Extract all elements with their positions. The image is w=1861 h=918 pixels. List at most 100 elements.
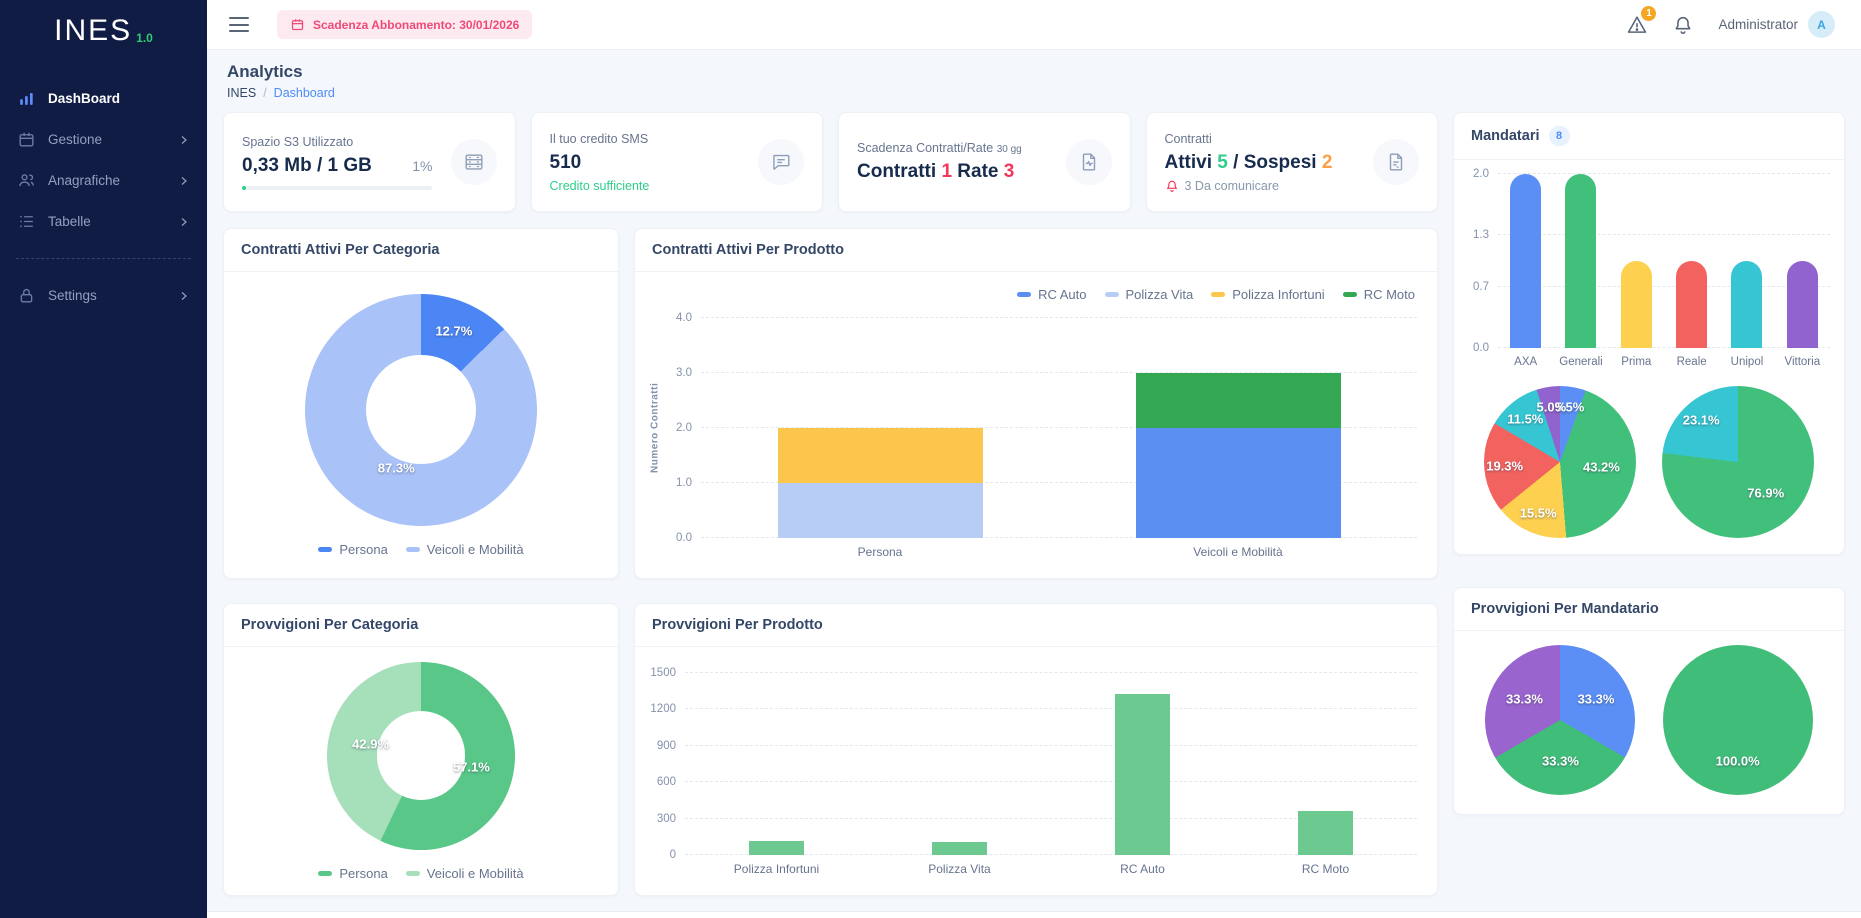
bar-segment <box>1135 428 1341 538</box>
legend-swatch <box>1342 292 1357 297</box>
hamburger-menu-icon[interactable] <box>229 17 249 32</box>
x-axis-label: Persona <box>857 545 903 559</box>
gridline <box>685 854 1417 855</box>
calendar-icon <box>17 130 36 149</box>
provvigioni-prodotto-bar-chart: 0 300 600 900 1200 1500 Polizza Infortuni Poliz… <box>647 667 1417 883</box>
legend-label: Veicoli e Mobilità <box>426 865 524 881</box>
stat-card-sms: Il tuo credito SMS 510 Credito sufficien… <box>530 112 823 212</box>
sidebar-item-tabelle[interactable]: Tabelle <box>0 201 207 242</box>
stat-cards-row: Spazio S3 Utilizzato 0,33 Mb / 1 GB 1% <box>223 112 1438 212</box>
pie-slice-label: 57.1% <box>452 759 490 775</box>
sidebar-item-anagrafiche[interactable]: Anagrafiche <box>0 160 207 201</box>
file-pulse-icon <box>1065 139 1112 185</box>
bar <box>1731 261 1763 348</box>
gridline <box>685 817 1417 819</box>
legend-item[interactable]: Persona <box>318 866 388 881</box>
y-tick-label: 1.3 <box>1473 228 1489 241</box>
stat-value: Attivi 5 / Sospesi 2 <box>1164 151 1333 173</box>
plot-area <box>701 317 1417 538</box>
gridline <box>701 537 1417 538</box>
sidebar-item-dashboard[interactable]: DashBoard <box>0 78 207 119</box>
panel-contratti-attivi-per-categoria: Contratti Attivi Per Categoria 12.7% 87.3… <box>223 228 619 579</box>
gridline <box>1498 173 1830 174</box>
y-tick-label: 2.0 <box>1473 168 1489 180</box>
provvigioni-prodotto-chart-area: 0 300 600 900 1200 1500 Polizza Infortuni Poliz… <box>635 647 1437 895</box>
breadcrumb: INES / Dashboard <box>227 86 1845 100</box>
chart-legend: Persona Veicoli e Mobilità <box>318 542 524 557</box>
pie-slice-label: 5.5% <box>1554 399 1585 415</box>
legend-item[interactable]: Polizza Vita <box>1104 287 1194 302</box>
alerts-button[interactable]: 1 <box>1626 5 1657 36</box>
bar-segment <box>777 428 983 483</box>
y-tick-label: 4.0 <box>676 312 692 324</box>
y-tick-label: 2.0 <box>676 422 692 434</box>
legend-swatch <box>1017 292 1032 297</box>
provvigioni-mandatario-pie-chart-1: 33.3% 33.3% 33.3% <box>1485 644 1636 795</box>
people-icon <box>17 171 36 190</box>
server-icon <box>450 139 497 185</box>
legend-swatch <box>318 870 333 876</box>
contratti-sospesi-count: 2 <box>1321 151 1333 173</box>
pie-slice-label: 42.9% <box>352 736 390 752</box>
sidebar-item-label: Gestione <box>48 132 103 147</box>
pie-slice-label: 33.3% <box>1542 753 1579 769</box>
topbar-actions: 1 Administrator A <box>1626 5 1835 38</box>
page-head: Analytics INES / Dashboard <box>227 62 1845 100</box>
sidebar-item-gestione[interactable]: Gestione <box>0 119 207 160</box>
calendar-icon <box>290 17 305 32</box>
legend-item[interactable]: Veicoli e Mobilità <box>405 865 524 881</box>
mandatari-chart-area: 0.0 0.7 1.3 2.0 AXA Generali Prima Reale Unipol V… <box>1454 160 1844 554</box>
pie-slice-label: 87.3% <box>377 460 415 476</box>
mandatari-bar-chart: 0.0 0.7 1.3 2.0 AXA Generali Prima Reale Unipol V… <box>1454 160 1844 376</box>
stacked-bar <box>1135 318 1341 538</box>
topbar: Scadenza Abbonamento: 30/01/2026 1 Admin… <box>207 0 1861 50</box>
donut-hole <box>376 711 466 800</box>
page-title: Analytics <box>227 62 303 81</box>
legend-item[interactable]: Veicoli e Mobilità <box>405 542 524 557</box>
legend-label: Polizza Vita <box>1125 287 1194 302</box>
gridline <box>1498 347 1830 348</box>
bar <box>1676 261 1708 348</box>
alert-count-badge: 1 <box>1641 5 1657 21</box>
legend-item[interactable]: Polizza Infortuni <box>1211 287 1325 302</box>
bar <box>1298 810 1353 855</box>
panel-provvigioni-per-categoria: Provvigioni Per Categoria 57.1% 42.9% Per… <box>223 603 619 896</box>
bar <box>1510 174 1542 348</box>
lock-icon <box>17 286 36 305</box>
panel-title: Contratti Attivi Per Prodotto <box>635 229 1437 272</box>
y-tick-label: 900 <box>656 739 676 752</box>
legend-swatch <box>1211 292 1226 297</box>
panel-contratti-attivi-per-prodotto: Contratti Attivi Per Prodotto RC Auto Pol… <box>634 228 1438 579</box>
user-menu[interactable]: Administrator A <box>1718 11 1835 38</box>
contratti-prodotto-chart-area: RC Auto Polizza Vita Polizza Infortuni RC M… <box>635 272 1437 578</box>
donut-hole <box>366 354 476 465</box>
stat-card-contratti-main: Contratti Attivi 5 / Sospesi 2 <box>1165 132 1366 193</box>
app-logo: INES 1.0 <box>0 0 207 62</box>
x-axis-label: RC Auto <box>1120 862 1165 876</box>
mandatari-provvigioni-pie-chart: 76.9% 23.1% <box>1662 386 1814 538</box>
sidebar-item-settings[interactable]: Settings <box>0 275 207 316</box>
bell-icon[interactable] <box>1672 14 1694 36</box>
breadcrumb-root[interactable]: INES <box>227 86 257 100</box>
pie-slice-label: 5.0% <box>1536 399 1567 415</box>
legend-item[interactable]: Persona <box>318 542 388 557</box>
x-axis-label: Prima <box>1621 356 1652 368</box>
gridline <box>1498 233 1830 235</box>
breadcrumb-separator: / <box>263 86 267 100</box>
chat-icon <box>758 139 804 185</box>
stacked-bar <box>777 318 983 538</box>
y-tick-label: 0.0 <box>1473 342 1489 354</box>
breadcrumb-current[interactable]: Dashboard <box>273 86 335 100</box>
gridline <box>685 708 1417 710</box>
legend-item[interactable]: RC Auto <box>1017 287 1087 302</box>
s3-usage-percent: 1% <box>412 157 433 174</box>
y-tick-label: 300 <box>656 812 676 825</box>
y-axis: 0 300 600 900 1200 1500 <box>647 667 685 861</box>
panel-title: Contratti Attivi Per Categoria <box>224 229 618 272</box>
legend-swatch <box>318 546 333 552</box>
legend-item[interactable]: RC Moto <box>1342 287 1415 302</box>
pie-slice-label: 23.1% <box>1682 412 1720 428</box>
bar-segment <box>1135 373 1341 428</box>
gridline <box>701 372 1417 373</box>
contratti-categoria-chart-area: 12.7% 87.3% Persona Veicoli e Mobilità <box>224 272 618 578</box>
